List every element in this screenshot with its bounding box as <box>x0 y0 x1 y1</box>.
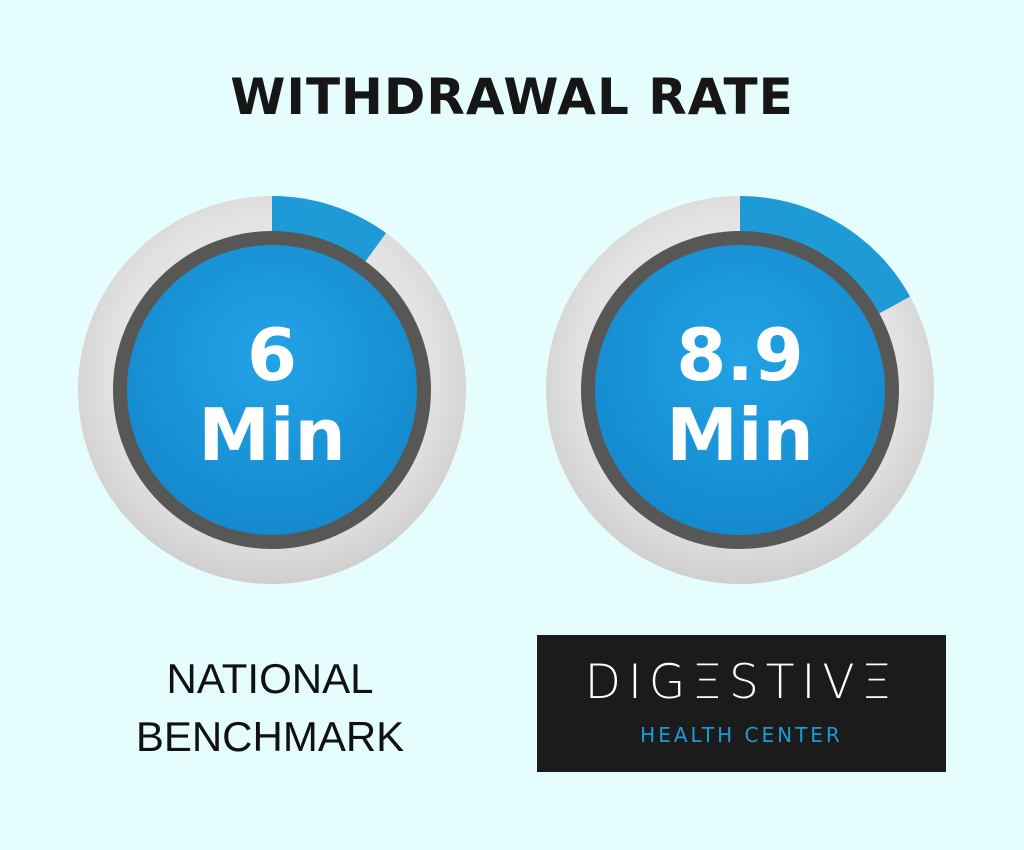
caption-line-1: NATIONAL <box>166 655 374 702</box>
gauge-unit: Min <box>198 393 346 477</box>
caption-line-2: BENCHMARK <box>135 713 405 760</box>
page-title: WITHDRAWAL RATE <box>230 68 794 126</box>
logo-main-text: DIGΞSTIVΞ <box>584 655 899 710</box>
logo-sub-text: HEALTH CENTER <box>640 723 843 747</box>
gauge-inner-disc <box>113 231 431 549</box>
gauge-value: 6 <box>247 313 297 397</box>
gauge-inner-disc <box>581 231 899 549</box>
gauge-unit: Min <box>666 393 814 477</box>
gauge-value: 8.9 <box>676 313 804 397</box>
national-benchmark-caption: NATIONAL BENCHMARK <box>100 650 440 766</box>
digestive-health-center-logo: DIGΞSTIVΞ HEALTH CENTER <box>537 635 946 772</box>
